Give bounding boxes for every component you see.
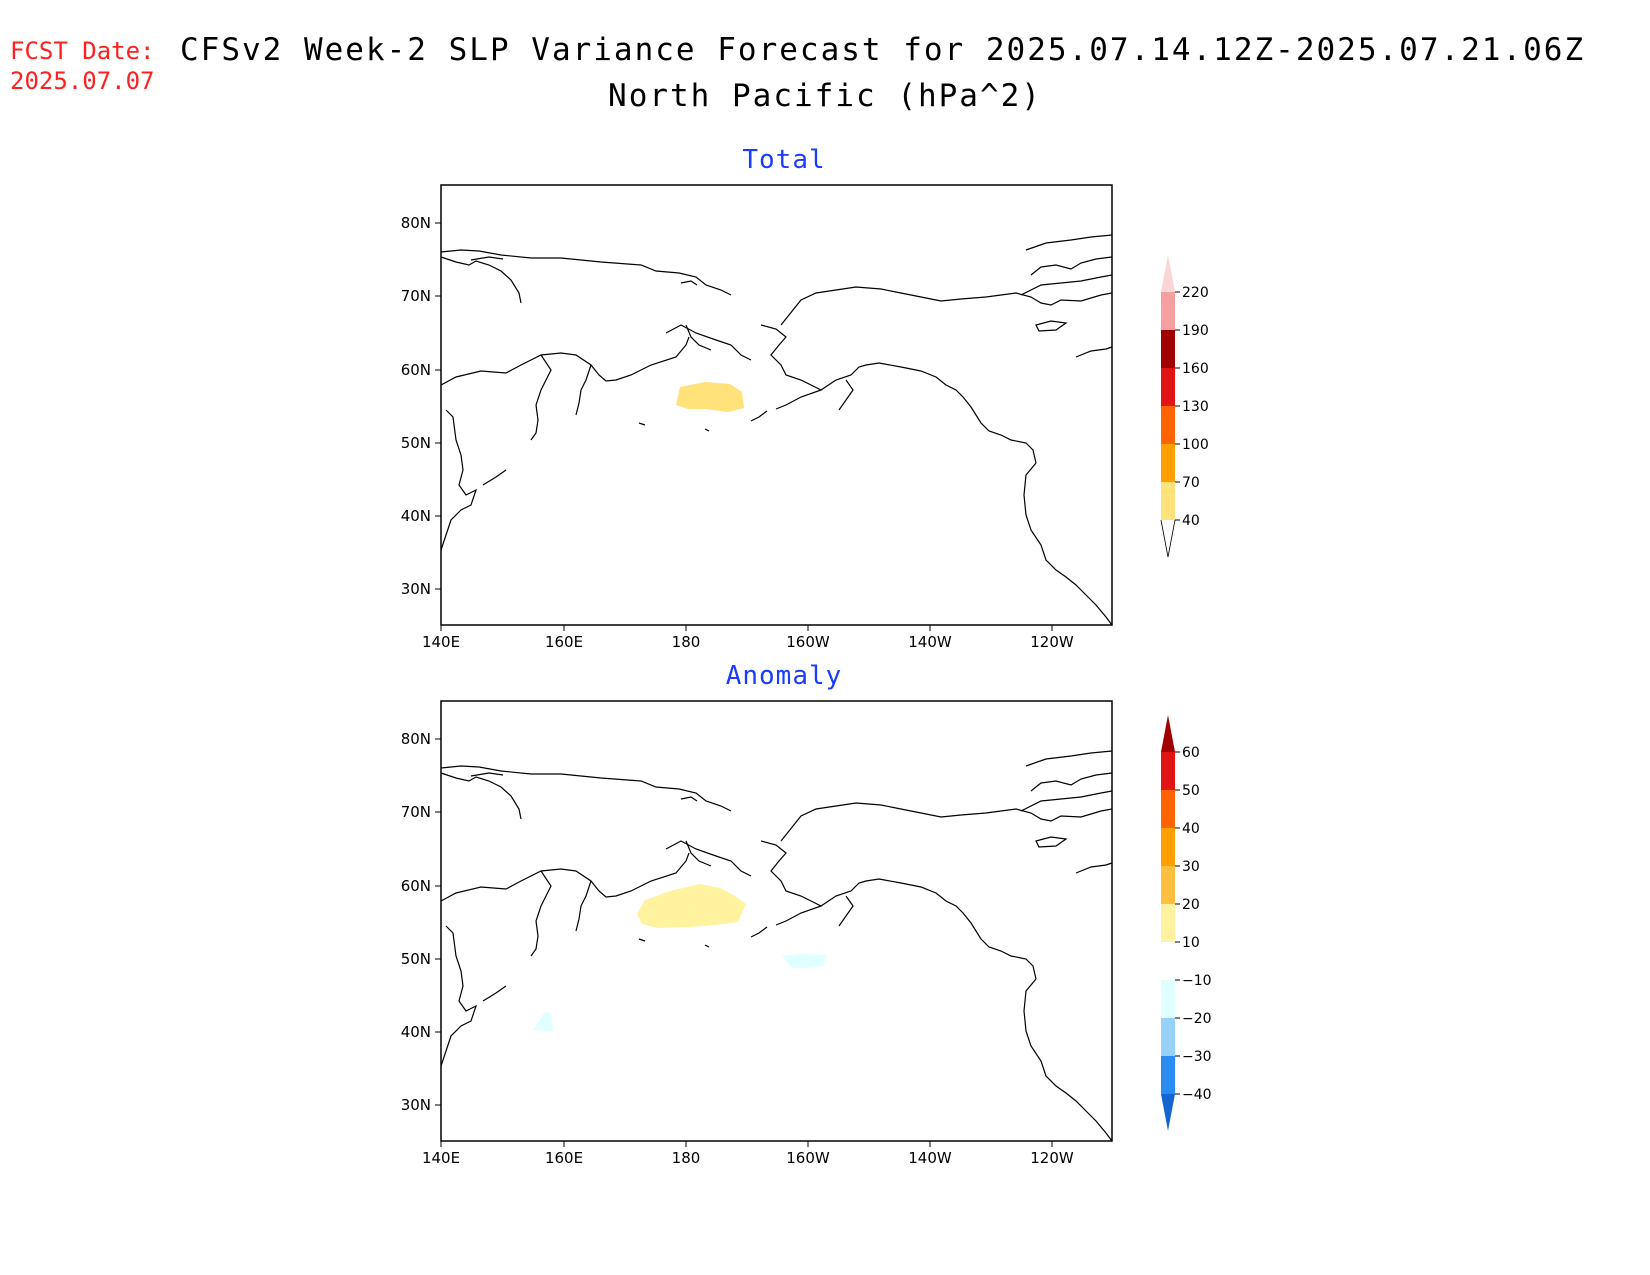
lon-tick-label: 140E: [422, 633, 460, 651]
colorbar-swatch: [1161, 292, 1175, 330]
lon-tick-label: 140W: [908, 1149, 952, 1167]
colorbar-label: −10: [1182, 973, 1212, 989]
coastline-anomaly: [440, 750, 1113, 1142]
colorbar-swatch: [1161, 1056, 1175, 1094]
lat-tick-label: 30N: [401, 580, 431, 598]
lat-axis-anomaly: 80N 70N 60N 50N 40N 30N: [401, 730, 441, 1114]
lon-tick-label: 160W: [786, 1149, 830, 1167]
colorbar-top-arrow: [1161, 715, 1175, 752]
colorbar-total: 220 190 160 130 100 70 40: [1160, 255, 1209, 558]
lon-tick-label: 140E: [422, 1149, 460, 1167]
lon-tick-label: 180: [672, 633, 701, 651]
colorbar-bottom-arrow: [1160, 519, 1176, 558]
colorbar-label: 160: [1182, 361, 1209, 377]
variance-region-total-a: [676, 382, 744, 412]
map-frame-anomaly: [440, 700, 1113, 1142]
colorbar-label: 50: [1182, 783, 1200, 799]
colorbar-swatch: [1161, 482, 1175, 520]
colorbar-swatch: [1161, 828, 1175, 866]
map-panel-anomaly: [440, 700, 1113, 1142]
colorbar-label: −30: [1182, 1049, 1212, 1065]
colorbar-swatch: [1161, 790, 1175, 828]
lon-tick-label: 160E: [545, 1149, 583, 1167]
lat-tick-label: 60N: [401, 361, 431, 379]
colorbar-label: 190: [1182, 323, 1209, 339]
colorbar-label: −20: [1182, 1011, 1212, 1027]
colorbar-label: 10: [1182, 935, 1200, 951]
lon-tick-label: 160W: [786, 633, 830, 651]
panel-title-anomaly: Anomaly: [725, 661, 843, 691]
lat-tick-label: 50N: [401, 950, 431, 968]
colorbar-top-arrow: [1161, 255, 1175, 292]
forecast-date-label: FCST Date:: [10, 37, 155, 65]
lon-tick-label: 160E: [545, 633, 583, 651]
colorbar-swatch: [1161, 866, 1175, 904]
lat-tick-label: 30N: [401, 1096, 431, 1114]
lon-axis-anomaly: 140E 160E 180 160W 140W 120W: [422, 1141, 1074, 1167]
figure-subtitle: North Pacific (hPa^2): [608, 78, 1042, 114]
lat-tick-label: 70N: [401, 803, 431, 821]
colorbar-bottom-arrow: [1161, 1094, 1175, 1131]
coastline-total: [440, 234, 1113, 626]
lat-tick-label: 50N: [401, 434, 431, 452]
colorbar-label: −40: [1182, 1087, 1212, 1103]
colorbar-swatch: [1161, 330, 1175, 368]
colorbar-label: 60: [1182, 745, 1200, 761]
anomaly-region-negative-a: [782, 954, 826, 968]
colorbar-swatch: [1161, 1018, 1175, 1056]
colorbar-label: 20: [1182, 897, 1200, 913]
figure-title: CFSv2 Week-2 SLP Variance Forecast for 2…: [180, 32, 1586, 68]
lon-tick-label: 180: [672, 1149, 701, 1167]
colorbar-swatch: [1161, 444, 1175, 482]
lat-tick-label: 60N: [401, 877, 431, 895]
colorbar-label: 130: [1182, 399, 1209, 415]
lat-tick-label: 40N: [401, 1023, 431, 1041]
colorbar-label: 30: [1182, 859, 1200, 875]
forecast-date-block: FCST Date: 2025.07.07: [10, 36, 155, 96]
colorbar-swatch: [1161, 752, 1175, 790]
colorbar-label: 40: [1182, 821, 1200, 837]
lon-axis-total: 140E 160E 180 160W 140W 120W: [422, 625, 1074, 651]
panel-title-total: Total: [742, 145, 826, 175]
map-panel-total: [440, 184, 1113, 626]
forecast-date-value: 2025.07.07: [10, 67, 155, 95]
lon-tick-label: 140W: [908, 633, 952, 651]
colorbar-label: 100: [1182, 437, 1209, 453]
lon-tick-label: 120W: [1030, 633, 1074, 651]
anomaly-region-positive: [637, 884, 746, 928]
colorbar-label: 40: [1182, 513, 1200, 529]
colorbar-swatch: [1161, 980, 1175, 1018]
colorbar-swatch: [1161, 904, 1175, 942]
lat-tick-label: 80N: [401, 730, 431, 748]
lat-tick-label: 40N: [401, 507, 431, 525]
lat-axis-total: 80N 70N 60N 50N 40N 30N: [401, 214, 441, 598]
lon-tick-label: 120W: [1030, 1149, 1074, 1167]
lat-tick-label: 70N: [401, 287, 431, 305]
anomaly-region-negative-b: [533, 1012, 553, 1031]
map-frame-total: [440, 184, 1113, 626]
colorbar-swatch: [1161, 942, 1175, 980]
lat-tick-label: 80N: [401, 214, 431, 232]
colorbar-label: 220: [1182, 285, 1209, 301]
colorbar-swatch: [1161, 368, 1175, 406]
colorbar-label: 70: [1182, 475, 1200, 491]
colorbar-swatch: [1161, 406, 1175, 444]
colorbar-anomaly: 60 50 40 30 20 10 −10 −20 −30 −40: [1161, 715, 1212, 1131]
